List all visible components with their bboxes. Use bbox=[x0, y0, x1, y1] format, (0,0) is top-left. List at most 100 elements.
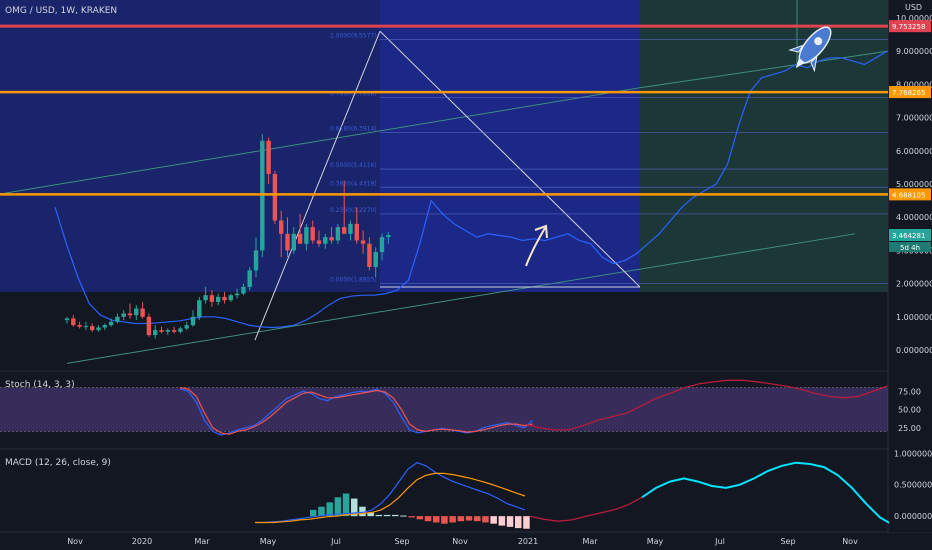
macd-histogram-bar bbox=[506, 516, 514, 527]
macd-histogram-bar bbox=[465, 516, 473, 521]
macd-histogram-bar bbox=[433, 516, 440, 523]
candle-body bbox=[222, 296, 227, 301]
macd-histogram-bar bbox=[342, 493, 350, 517]
candle-body bbox=[159, 330, 164, 332]
candle-body bbox=[279, 220, 284, 234]
level-price-text: 9.753258 bbox=[892, 23, 925, 31]
countdown-tag bbox=[889, 241, 931, 252]
candle-body bbox=[190, 316, 196, 326]
time-tick-label: Sep bbox=[780, 537, 795, 546]
candle-body bbox=[197, 300, 202, 317]
candle-body bbox=[134, 308, 139, 316]
candle-body bbox=[386, 235, 391, 238]
candle-body bbox=[342, 227, 347, 234]
triangle-left-line bbox=[254, 31, 381, 341]
price-tick-label: 0.000000 bbox=[896, 346, 932, 355]
macd-histogram-bar bbox=[318, 506, 325, 517]
macd-tick-label: 1.000000 bbox=[894, 449, 932, 458]
macd-histogram-bar bbox=[367, 512, 374, 517]
time-tick-label: Mar bbox=[194, 537, 210, 546]
candle-body bbox=[329, 237, 334, 241]
candle-body bbox=[234, 293, 240, 296]
macd-projection-cyan bbox=[641, 461, 895, 527]
macd-histogram-bar bbox=[515, 516, 522, 529]
fib-level-label: 0.7860(7.7838) bbox=[330, 91, 377, 98]
price-tick-label: 4.000000 bbox=[896, 213, 932, 222]
stoch-band bbox=[0, 387, 888, 432]
level-price-tag bbox=[889, 20, 931, 33]
candle-body bbox=[102, 325, 107, 328]
macd-histogram-bar bbox=[490, 516, 497, 524]
macd-histogram-bar bbox=[416, 516, 424, 520]
candle-body bbox=[253, 250, 259, 271]
time-tick-label: 2020 bbox=[132, 537, 152, 546]
channel-lower-line bbox=[66, 233, 856, 364]
macd-histogram-bar bbox=[474, 516, 481, 522]
time-tick-label: Jul bbox=[330, 537, 341, 546]
macd-histogram-bar bbox=[408, 516, 415, 518]
price-tick-label: 5.000000 bbox=[896, 180, 932, 189]
fib-level-label: 0.3820(4.4319) bbox=[330, 180, 377, 187]
time-tick-label: May bbox=[647, 537, 664, 546]
fib-level-label: 0.0000(1.8855) bbox=[330, 277, 377, 284]
candle-body bbox=[121, 313, 126, 317]
symbol-title: OMG / USD, 1W, KRAKEN bbox=[5, 6, 118, 16]
macd-histogram-bar bbox=[392, 514, 399, 517]
channel-upper-line bbox=[0, 87, 641, 195]
time-tick-label: Nov bbox=[842, 537, 858, 546]
time-tick-label: Jul bbox=[714, 537, 725, 546]
fib-level-label: 0.2360(3.2270) bbox=[330, 207, 377, 214]
stoch-tick-label: 50.00 bbox=[898, 406, 921, 415]
candle-body bbox=[64, 318, 70, 321]
candle-body bbox=[115, 316, 120, 322]
candle-body bbox=[379, 237, 385, 253]
macd-histogram-bar bbox=[424, 516, 432, 522]
candle-body bbox=[209, 295, 215, 302]
fib-level-label: 0.6180(6.3914) bbox=[330, 126, 377, 133]
candle-body bbox=[335, 227, 341, 241]
candle-body bbox=[285, 233, 290, 251]
macd-histogram-bar bbox=[375, 514, 383, 517]
candle-body bbox=[241, 286, 246, 294]
price-tick-label: 1.000000 bbox=[896, 313, 932, 322]
time-tick-label: Nov bbox=[452, 537, 468, 546]
macd-histogram-bar bbox=[326, 502, 333, 517]
countdown-text: 5d 4h bbox=[900, 244, 920, 252]
macd-histogram-bar bbox=[482, 516, 489, 523]
candle-body bbox=[108, 321, 114, 326]
candle-body bbox=[323, 237, 328, 244]
candle-body bbox=[228, 295, 233, 301]
candle-body bbox=[71, 318, 76, 326]
candle-body bbox=[77, 325, 82, 327]
candle-body bbox=[184, 325, 189, 329]
rocket-icon bbox=[788, 26, 832, 73]
price-tick-label: 10.000000 bbox=[896, 14, 932, 23]
time-tick-label: Sep bbox=[394, 537, 409, 546]
candle-body bbox=[297, 233, 303, 244]
candle-body bbox=[291, 233, 296, 251]
candle-body bbox=[354, 223, 359, 241]
macd-projection-red bbox=[529, 496, 643, 522]
macd-tick-label: 0.000000 bbox=[894, 512, 932, 521]
stoch-tick-label: 75.00 bbox=[898, 387, 921, 396]
candle-body bbox=[304, 227, 309, 244]
price-tick-label: 7.000000 bbox=[896, 114, 932, 123]
time-tick-label: Mar bbox=[582, 537, 598, 546]
candle-body bbox=[203, 295, 208, 301]
candle-body bbox=[373, 252, 378, 268]
price-tick-label: 6.000000 bbox=[896, 147, 932, 156]
candle-body bbox=[260, 140, 265, 251]
macd-title: MACD (12, 26, close, 9) bbox=[5, 458, 111, 468]
price-tick-label: 8.000000 bbox=[896, 80, 932, 89]
teal-zone bbox=[640, 0, 888, 292]
level-price-tag bbox=[889, 86, 931, 99]
candle-body bbox=[146, 316, 152, 336]
macd-macd-line bbox=[255, 462, 526, 524]
triangle-right-line bbox=[379, 30, 641, 288]
macd-histogram-bar bbox=[351, 498, 358, 517]
price-tick-label: 2.000000 bbox=[896, 280, 932, 289]
macd-histogram-bar bbox=[523, 516, 530, 529]
time-tick-label: 2021 bbox=[518, 537, 538, 546]
